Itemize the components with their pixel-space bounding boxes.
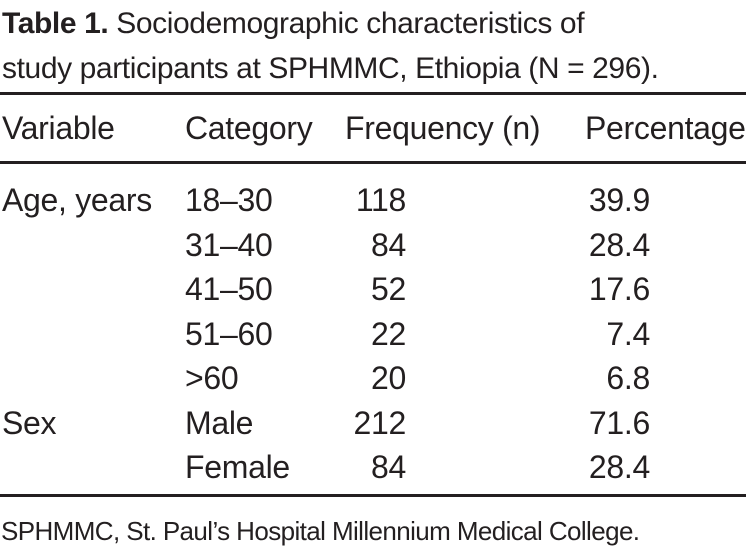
cell-percentage: 71.6 bbox=[588, 404, 650, 441]
column-header-category: Category bbox=[185, 109, 313, 146]
column-header-percentage: Percentage bbox=[585, 109, 746, 146]
cell-category: 18–30 bbox=[185, 182, 273, 218]
table-row: 41–50 52 17.6 bbox=[0, 267, 746, 312]
cell-percentage: 39.9 bbox=[588, 182, 650, 218]
table-title-text: Sociodemographic characteristics of bbox=[116, 7, 585, 40]
cell-variable bbox=[0, 312, 185, 357]
table-body: Age, years 18–30 118 39.9 31–40 84 28.4 … bbox=[0, 178, 746, 490]
cell-frequency: 212 bbox=[353, 404, 407, 441]
header-rule bbox=[0, 161, 746, 164]
cell-category: 41–50 bbox=[185, 271, 273, 307]
table-title-line1: Table 1. Sociodemographic characteristic… bbox=[2, 1, 746, 46]
top-rule bbox=[0, 92, 746, 95]
cell-category: Female bbox=[185, 449, 290, 485]
cell-variable bbox=[0, 267, 185, 312]
table-number-label: Table 1. bbox=[2, 7, 109, 40]
cell-percentage: 6.8 bbox=[606, 360, 650, 396]
cell-percentage: 28.4 bbox=[588, 449, 650, 485]
cell-variable bbox=[0, 356, 185, 401]
cell-variable bbox=[0, 223, 185, 268]
table-row: >60 20 6.8 bbox=[0, 356, 746, 401]
table-footnote: SPHMMC, St. Paul’s Hospital Millennium M… bbox=[1, 515, 640, 546]
cell-category: 31–40 bbox=[185, 226, 273, 263]
table-header-row: Variable Category Frequency (n) Percenta… bbox=[0, 95, 746, 161]
cell-frequency: 84 bbox=[371, 226, 406, 263]
table-row: Female 84 28.4 bbox=[0, 445, 746, 490]
column-header-variable: Variable bbox=[2, 109, 115, 146]
cell-category: >60 bbox=[185, 360, 239, 396]
table-title-line2: study participants at SPHMMC, Ethiopia (… bbox=[2, 52, 659, 85]
table-row: 31–40 84 28.4 bbox=[0, 223, 746, 268]
column-header-frequency: Frequency (n) bbox=[345, 109, 541, 146]
table-row: Sex Male 212 71.6 bbox=[0, 401, 746, 446]
cell-variable bbox=[0, 445, 185, 490]
bottom-rule bbox=[0, 493, 746, 497]
cell-frequency: 22 bbox=[371, 315, 406, 352]
cell-percentage: 7.4 bbox=[606, 315, 650, 352]
table-row: Age, years 18–30 118 39.9 bbox=[0, 178, 746, 223]
cell-frequency: 118 bbox=[355, 182, 406, 218]
cell-frequency: 52 bbox=[371, 271, 406, 307]
cell-percentage: 28.4 bbox=[588, 226, 650, 263]
table-row: 51–60 22 7.4 bbox=[0, 312, 746, 357]
cell-percentage: 17.6 bbox=[588, 271, 650, 307]
cell-frequency: 20 bbox=[371, 360, 406, 396]
table-title: Table 1. Sociodemographic characteristic… bbox=[0, 1, 746, 91]
cell-frequency: 84 bbox=[371, 449, 406, 485]
cell-category: Male bbox=[185, 404, 254, 441]
cell-category: 51–60 bbox=[185, 315, 273, 352]
cell-variable: Sex bbox=[2, 404, 57, 441]
cell-variable: Age, years bbox=[2, 182, 152, 218]
